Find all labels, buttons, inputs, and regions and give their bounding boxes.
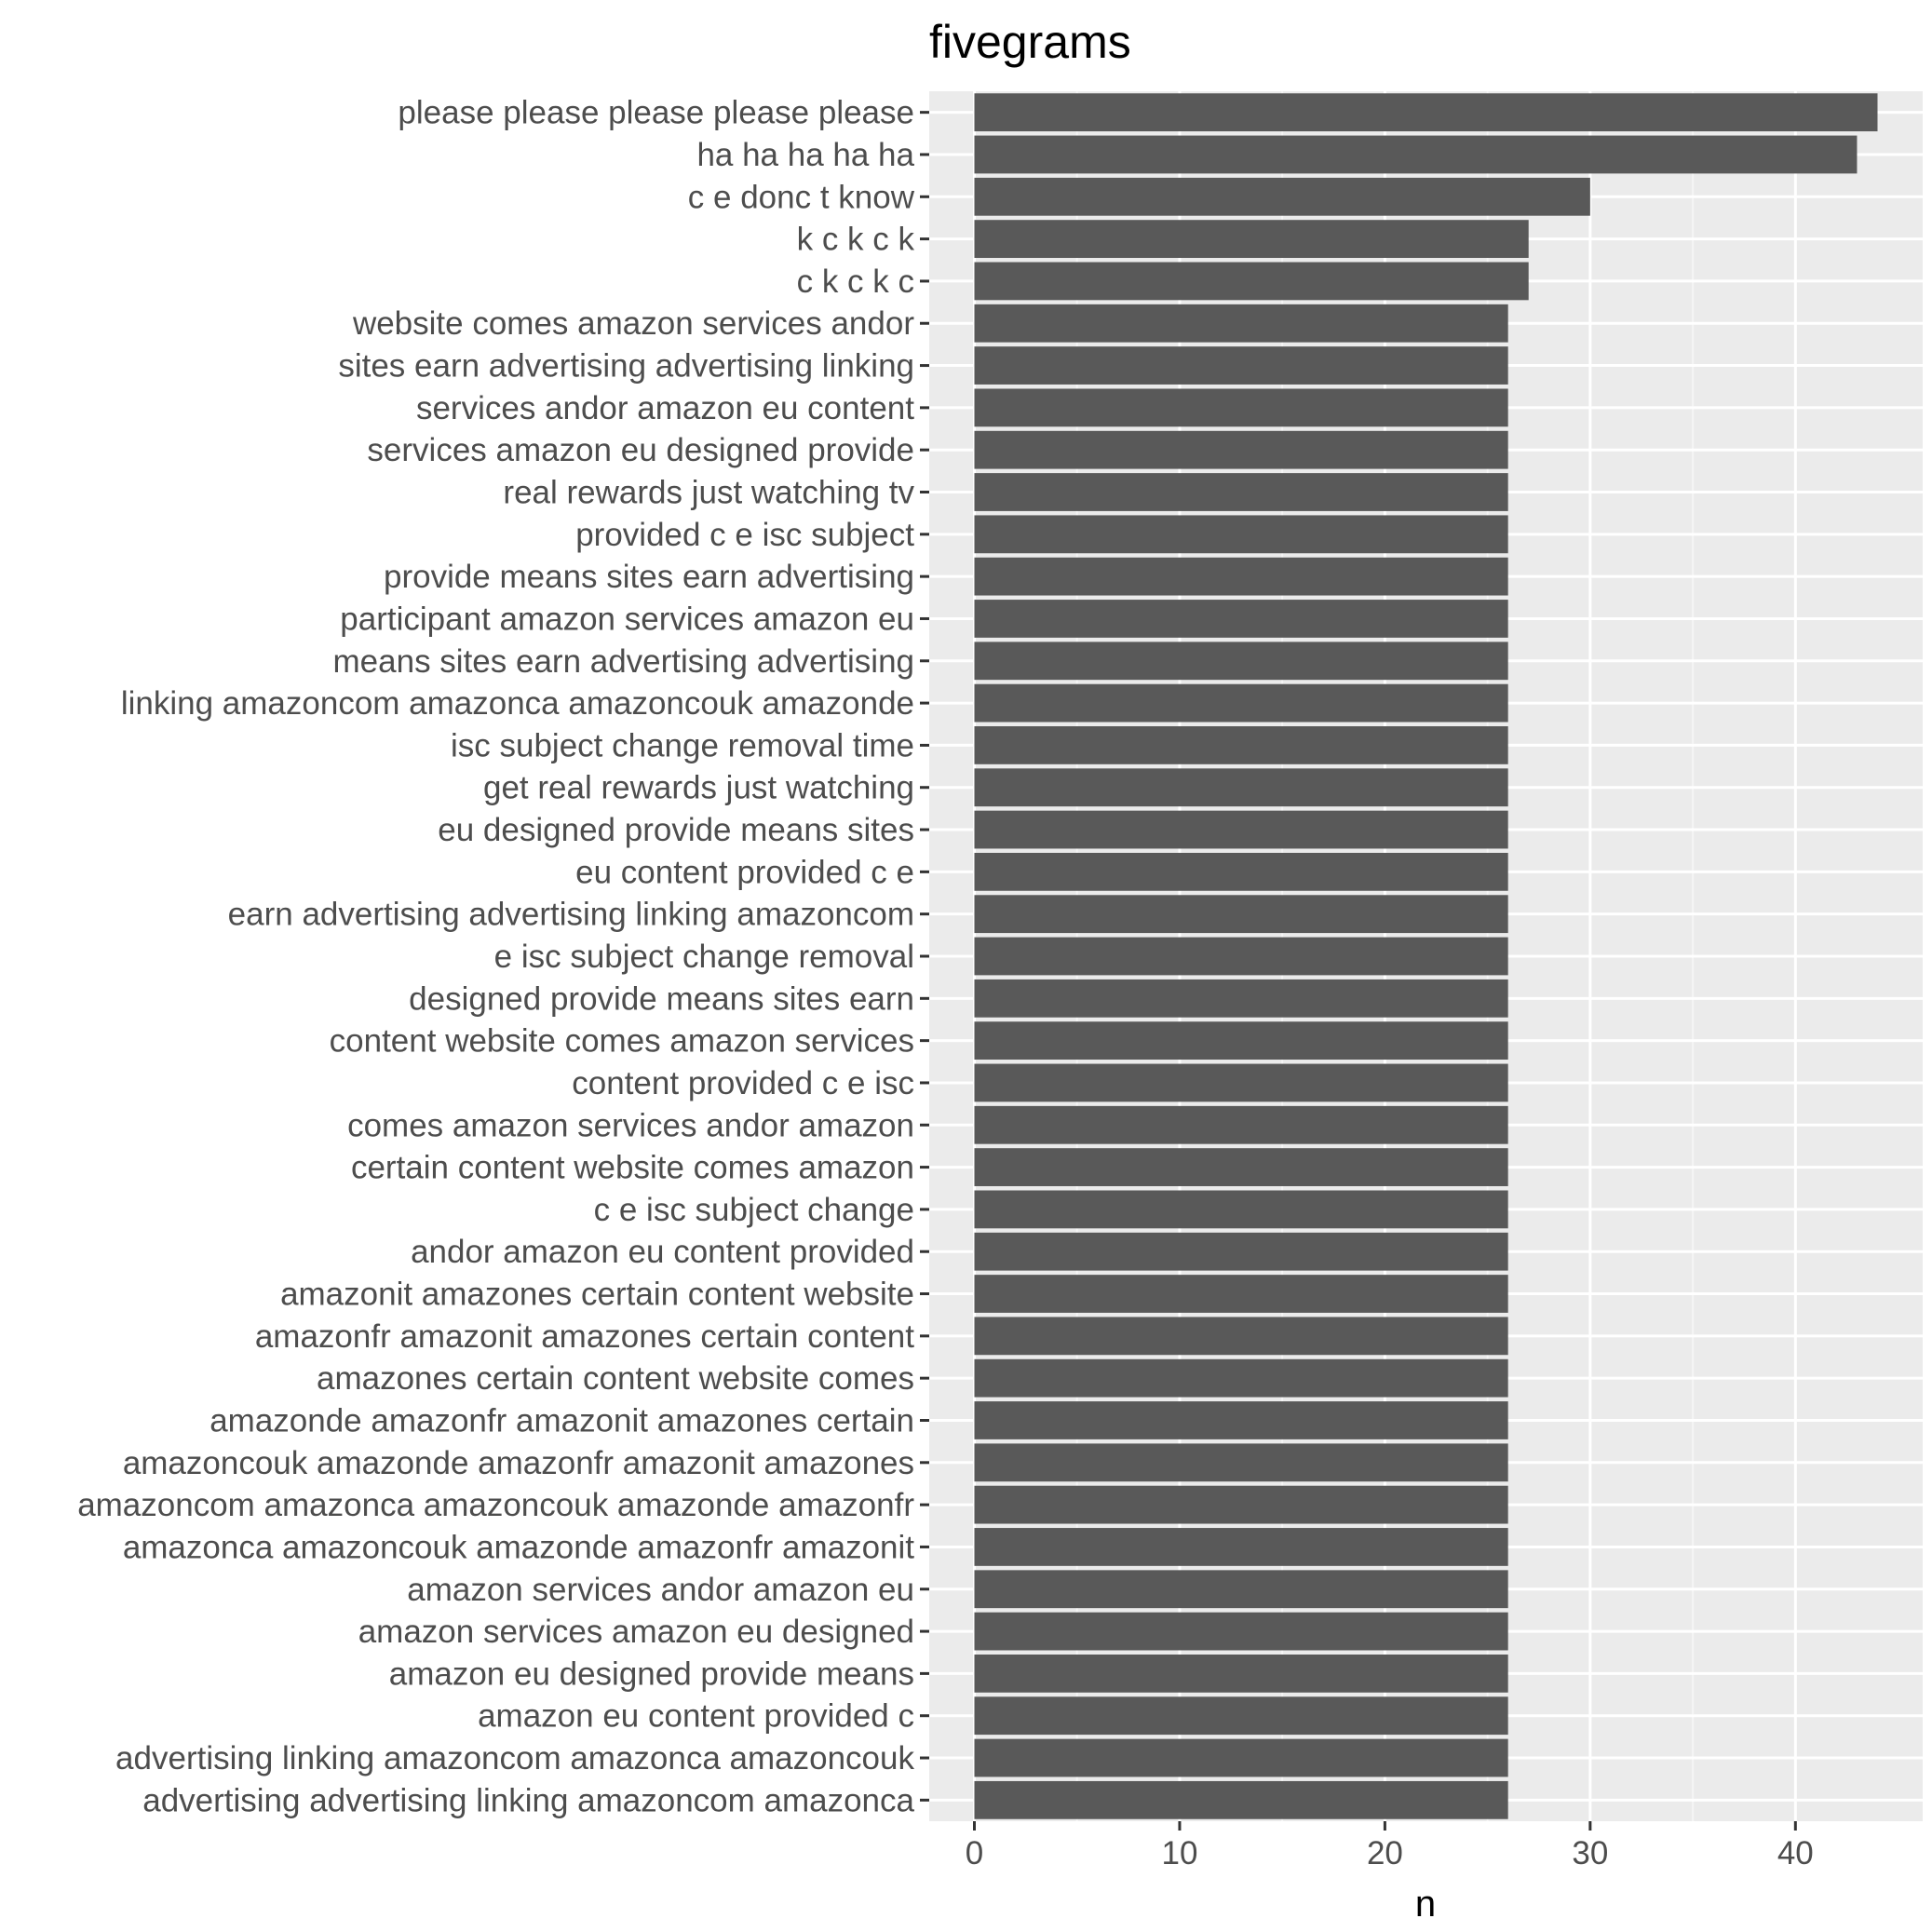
bar — [974, 1105, 1508, 1144]
y-tick-label: comes amazon services andor amazon — [347, 1107, 914, 1143]
bar — [974, 642, 1508, 681]
bar — [974, 1443, 1508, 1482]
x-tick-label: 20 — [1367, 1835, 1403, 1871]
y-tick-label: k c k c k — [797, 222, 915, 258]
y-tick-label: c k c k c — [797, 263, 914, 300]
y-tick-label: e isc subject change removal — [494, 939, 914, 975]
y-tick-label: content provided c e isc — [572, 1065, 914, 1101]
y-tick-label: advertising advertising linking amazonco… — [142, 1782, 914, 1818]
y-tick-label: ha ha ha ha ha — [696, 137, 914, 173]
bar — [974, 346, 1508, 385]
bar — [974, 852, 1508, 891]
y-tick-label: amazonit amazones certain content websit… — [280, 1277, 914, 1313]
y-tick-label: eu content provided c e — [575, 854, 914, 890]
bar — [974, 1570, 1508, 1609]
y-tick-label: eu designed provide means sites — [438, 812, 914, 848]
y-tick-label: services amazon eu designed provide — [367, 432, 914, 468]
bar — [974, 177, 1590, 216]
bar — [974, 1401, 1508, 1439]
bar — [974, 1696, 1508, 1736]
y-tick-label: amazonca amazoncouk amazonde amazonfr am… — [123, 1529, 914, 1565]
bar — [974, 683, 1508, 723]
bar — [974, 1612, 1508, 1651]
bar — [974, 979, 1508, 1018]
bar — [974, 1275, 1508, 1313]
x-axis: 0 10 20 30 40 — [966, 1821, 1814, 1871]
y-tick-label: amazon services andor amazon eu — [407, 1572, 914, 1608]
bar — [974, 810, 1508, 849]
bar — [974, 1148, 1508, 1186]
y-tick-label: provide means sites earn advertising — [384, 559, 914, 595]
bar — [974, 1738, 1508, 1777]
y-tick-label: linking amazoncom amazonca amazoncouk am… — [121, 685, 914, 722]
bar — [974, 1654, 1508, 1693]
y-tick-label: get real rewards just watching — [483, 770, 914, 806]
bar — [974, 1317, 1508, 1356]
bar — [974, 430, 1508, 469]
y-tick-label: c e isc subject change — [594, 1192, 914, 1228]
y-tick-label: amazon eu designed provide means — [389, 1655, 914, 1692]
bar — [974, 515, 1508, 554]
y-tick-label: amazonde amazonfr amazonit amazones cert… — [209, 1402, 914, 1439]
y-tick-label: earn advertising advertising linking ama… — [228, 897, 914, 933]
y-tick-label: amazoncouk amazonde amazonfr amazonit am… — [123, 1445, 914, 1481]
y-axis: please please please please please ha ha … — [77, 95, 929, 1818]
y-tick-label: please please please please please — [398, 95, 914, 131]
y-tick-label: participant amazon services amazon eu — [340, 601, 914, 637]
bar — [974, 1358, 1508, 1398]
bar — [974, 220, 1529, 259]
x-axis-title: n — [1415, 1884, 1436, 1925]
y-tick-label: isc subject change removal time — [451, 727, 914, 763]
x-tick-label: 0 — [966, 1835, 983, 1871]
y-tick-label: provided c e isc subject — [575, 517, 914, 553]
y-tick-label: advertising linking amazoncom amazonca a… — [115, 1740, 914, 1777]
bar — [974, 1232, 1508, 1271]
y-tick-label: amazones certain content website comes — [317, 1360, 914, 1397]
bars — [974, 93, 1878, 1819]
bar — [974, 557, 1508, 596]
y-tick-label: certain content website comes amazon — [351, 1150, 914, 1186]
bar — [974, 768, 1508, 807]
bar — [974, 1063, 1508, 1102]
bar — [974, 473, 1508, 511]
y-tick-label: amazonfr amazonit amazones certain conte… — [255, 1318, 914, 1355]
chart-title: fivegrams — [929, 16, 1131, 68]
y-tick-label: website comes amazon services andor — [352, 305, 914, 342]
x-tick-label: 40 — [1777, 1835, 1814, 1871]
y-tick-label: c e donc t know — [688, 179, 915, 215]
x-tick-label: 30 — [1572, 1835, 1608, 1871]
bar — [974, 1485, 1508, 1524]
bar — [974, 262, 1529, 301]
y-tick-label: sites earn advertising advertising linki… — [338, 348, 914, 385]
y-tick-label: services andor amazon eu content — [416, 390, 914, 426]
y-tick-label: amazon eu content provided c — [478, 1698, 914, 1735]
y-tick-label: content website comes amazon services — [330, 1023, 914, 1060]
x-tick-label: 10 — [1161, 1835, 1197, 1871]
y-tick-label: real rewards just watching tv — [503, 475, 914, 511]
y-tick-label: andor amazon eu content provided — [411, 1234, 914, 1270]
bar — [974, 1190, 1508, 1229]
bar — [974, 304, 1508, 343]
bar — [974, 93, 1878, 132]
bar — [974, 1528, 1508, 1566]
bar — [974, 937, 1508, 976]
y-tick-label: means sites earn advertising advertising — [333, 643, 914, 680]
bar — [974, 1021, 1508, 1061]
bar — [974, 135, 1858, 174]
bar — [974, 600, 1508, 638]
y-tick-label: amazon services amazon eu designed — [358, 1614, 914, 1650]
y-tick-label: designed provide means sites earn — [409, 980, 914, 1017]
bar — [974, 895, 1508, 934]
bar — [974, 726, 1508, 764]
bar — [974, 1780, 1508, 1819]
y-tick-label: amazoncom amazonca amazoncouk amazonde a… — [77, 1487, 914, 1523]
bar — [974, 388, 1508, 427]
